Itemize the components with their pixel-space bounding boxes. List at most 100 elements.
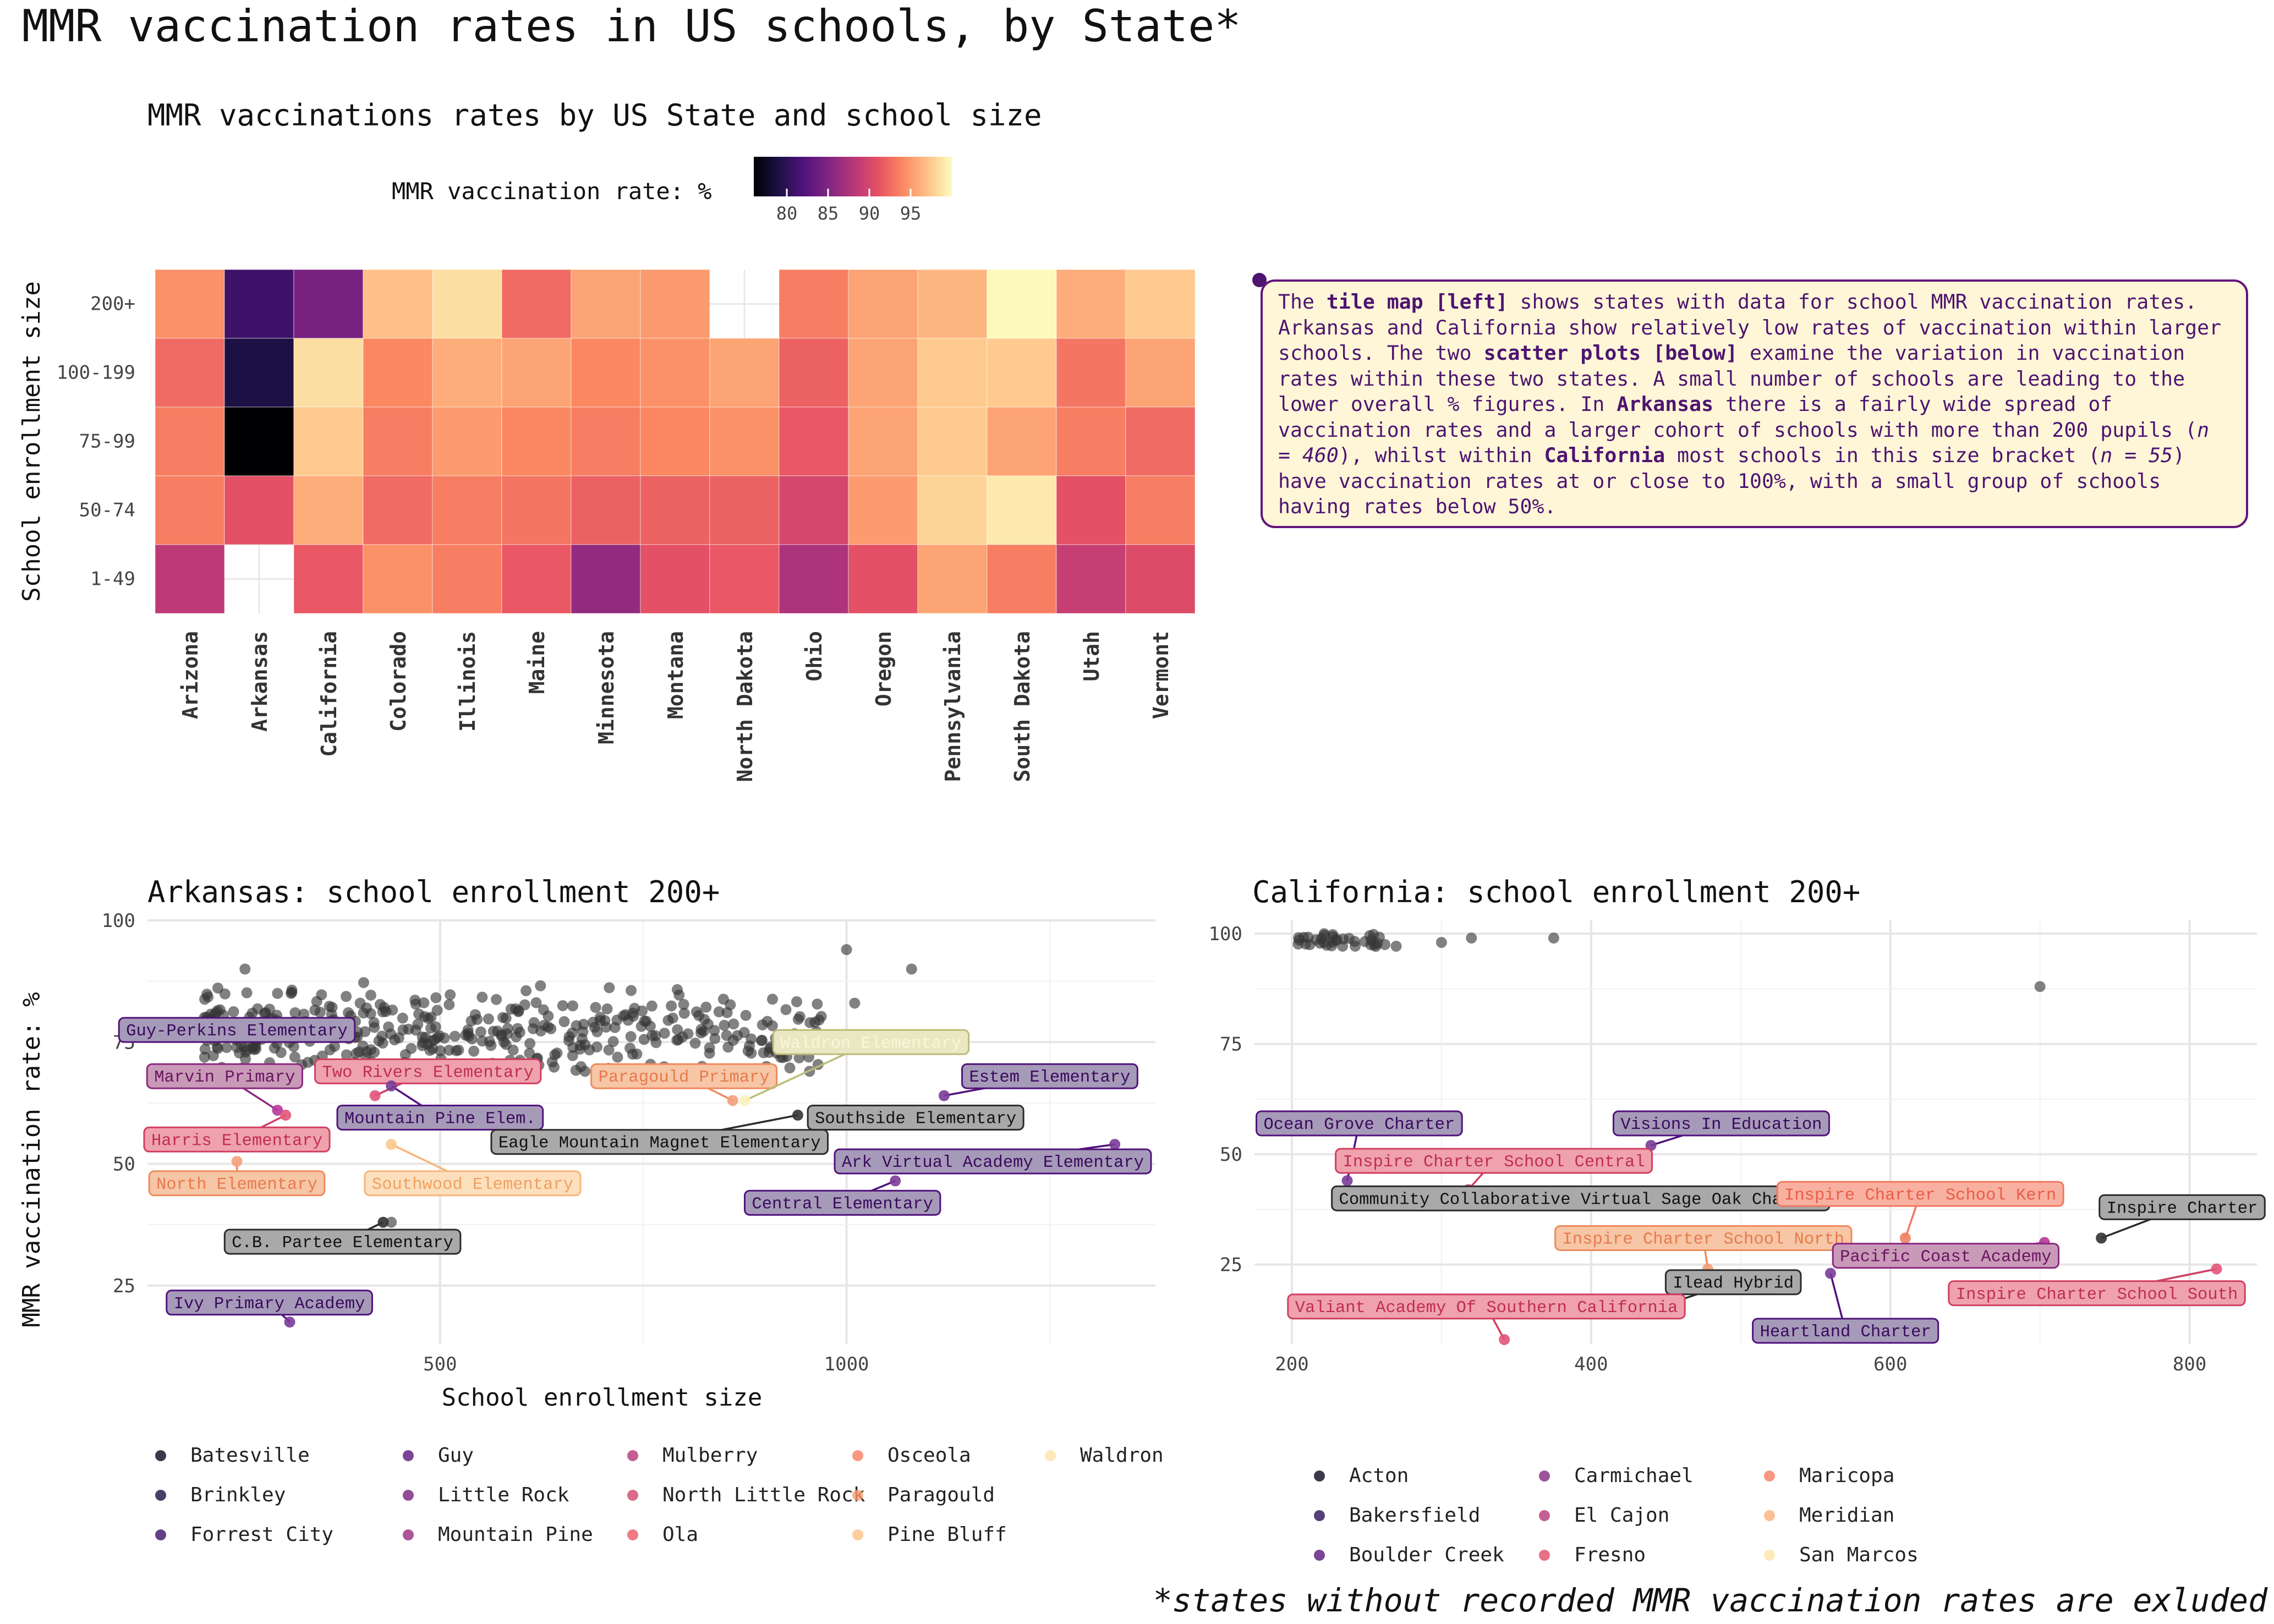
legend-item: San Marcos bbox=[1764, 1544, 1919, 1566]
data-point bbox=[739, 1095, 750, 1106]
heatmap-title: MMR vaccinations rates by US State and s… bbox=[147, 98, 1042, 133]
scatter-title: Arkansas: school enrollment 200+ bbox=[147, 875, 720, 909]
heatmap-tile bbox=[1125, 544, 1196, 614]
data-point bbox=[607, 1036, 619, 1047]
data-point bbox=[425, 1012, 437, 1023]
heatmap-tile bbox=[1125, 407, 1196, 476]
heatmap-tile bbox=[917, 544, 988, 614]
data-point bbox=[302, 1057, 314, 1068]
data-point bbox=[358, 977, 369, 989]
data-point bbox=[650, 1037, 662, 1049]
legend-marker bbox=[155, 1529, 166, 1540]
point-label: Central Elementary bbox=[752, 1195, 933, 1214]
legend-label: Brinkley bbox=[190, 1484, 286, 1506]
data-point bbox=[1899, 1232, 1911, 1244]
point-label: Southwood Elementary bbox=[372, 1176, 573, 1194]
heatmap-tile bbox=[779, 475, 849, 545]
heatmap-tile bbox=[432, 544, 502, 614]
point-label-box bbox=[314, 1058, 542, 1084]
point-label: Ilead Hybrid bbox=[1673, 1275, 1794, 1293]
point-label: Ark Virtual Academy Elementary bbox=[842, 1154, 1144, 1172]
data-point bbox=[662, 1014, 674, 1026]
point-label: Inspire Charter bbox=[2107, 1199, 2258, 1218]
legend-marker bbox=[627, 1450, 638, 1461]
point-label-box bbox=[223, 1228, 462, 1255]
data-point bbox=[199, 1051, 210, 1063]
point-label-box bbox=[1335, 1148, 1653, 1174]
data-point bbox=[740, 1009, 752, 1021]
x-axis-title: School enrollment size bbox=[442, 1384, 763, 1412]
heatmap-tile bbox=[363, 407, 433, 476]
legend-marker bbox=[403, 1489, 414, 1501]
data-point bbox=[221, 1042, 232, 1054]
data-point bbox=[199, 1044, 211, 1055]
colorbar bbox=[754, 157, 952, 196]
y-tick-label: 25 bbox=[1220, 1254, 1242, 1276]
colorbar-tick-label: 80 bbox=[776, 203, 798, 224]
x-tick-label: Arkansas bbox=[248, 631, 272, 732]
heatmap-tile bbox=[987, 338, 1057, 408]
california-scatter-chart: California: school enrollment 200+ 200 400… bbox=[1209, 875, 2266, 1375]
data-point bbox=[386, 1080, 397, 1091]
point-label-box bbox=[1776, 1181, 2064, 1207]
heatmap-tile bbox=[432, 338, 502, 408]
heatmap-tile bbox=[363, 544, 433, 614]
legend-label: Waldron bbox=[1080, 1444, 1164, 1467]
data-point bbox=[272, 987, 283, 999]
legend-label: Forrest City bbox=[190, 1523, 334, 1546]
data-point bbox=[202, 991, 214, 1003]
data-point bbox=[2211, 1263, 2222, 1275]
heatmap-tile bbox=[640, 544, 710, 614]
data-point bbox=[430, 992, 442, 1003]
x-tick-label: Illinois bbox=[456, 631, 480, 732]
legend-item: Brinkley bbox=[155, 1484, 286, 1506]
heatmap-tile bbox=[779, 269, 849, 339]
x-tick-label: 800 bbox=[2173, 1353, 2206, 1375]
data-point bbox=[671, 984, 683, 995]
legend-item: Batesville bbox=[155, 1444, 310, 1467]
heatmap-tile bbox=[987, 269, 1057, 339]
heatmap-tile bbox=[1125, 475, 1196, 545]
legend-marker bbox=[403, 1529, 414, 1540]
data-point bbox=[298, 1008, 310, 1020]
point-label-box bbox=[834, 1148, 1152, 1175]
data-point bbox=[2034, 981, 2046, 992]
point-label-box bbox=[1948, 1280, 2246, 1307]
data-point bbox=[626, 985, 637, 996]
data-point bbox=[289, 1007, 301, 1018]
data-point bbox=[324, 1044, 336, 1056]
data-point bbox=[520, 985, 532, 996]
heatmap-tile bbox=[848, 475, 918, 545]
data-point bbox=[678, 1007, 690, 1019]
data-point bbox=[625, 1031, 637, 1043]
data-point bbox=[353, 1046, 365, 1057]
data-point bbox=[604, 982, 615, 994]
colorbar-tick-label: 90 bbox=[859, 203, 880, 224]
data-point bbox=[567, 1050, 578, 1061]
x-tick-label: South Dakota bbox=[1010, 631, 1034, 782]
heatmap-tile bbox=[709, 338, 780, 408]
data-point bbox=[791, 996, 802, 1007]
point-label: Visions In Education bbox=[1620, 1116, 1822, 1134]
data-point bbox=[385, 1028, 397, 1040]
data-point bbox=[746, 1033, 757, 1045]
legend-item: Maricopa bbox=[1764, 1464, 1894, 1487]
point-label-box bbox=[143, 1126, 331, 1153]
data-point bbox=[409, 994, 421, 1006]
data-point bbox=[538, 1004, 549, 1016]
legend-label: Mulberry bbox=[662, 1444, 758, 1467]
data-point bbox=[579, 1066, 591, 1077]
data-point bbox=[513, 1006, 524, 1017]
data-point bbox=[571, 1020, 582, 1032]
heatmap-tile bbox=[640, 269, 710, 339]
data-point bbox=[500, 1039, 512, 1050]
data-point bbox=[1466, 932, 1477, 944]
data-point bbox=[590, 1002, 601, 1013]
heatmap-tile bbox=[779, 544, 849, 614]
data-point bbox=[365, 1044, 377, 1056]
point-label-box bbox=[118, 1017, 356, 1043]
data-point bbox=[476, 991, 488, 1003]
point-label-box bbox=[1554, 1225, 1853, 1251]
legend-item: Forrest City bbox=[155, 1523, 333, 1546]
heatmap-tile bbox=[501, 475, 572, 545]
